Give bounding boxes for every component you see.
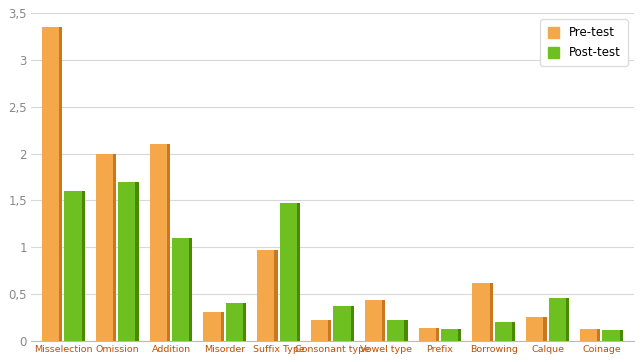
Bar — [566, 298, 569, 341]
Bar — [243, 303, 247, 341]
Bar — [118, 182, 139, 341]
Bar — [82, 191, 85, 341]
Bar — [473, 283, 493, 341]
Bar — [172, 238, 193, 341]
Bar — [59, 28, 62, 341]
Bar — [526, 317, 546, 341]
Bar — [441, 329, 462, 341]
Bar — [543, 317, 546, 341]
Bar — [257, 250, 277, 341]
Bar — [64, 191, 85, 341]
Bar — [135, 182, 139, 341]
Bar — [404, 320, 408, 341]
Bar — [204, 312, 224, 341]
Bar — [419, 328, 439, 341]
Bar — [495, 322, 516, 341]
Bar — [280, 203, 300, 341]
Bar — [42, 28, 62, 341]
Bar — [189, 238, 193, 341]
Bar — [221, 312, 224, 341]
Bar — [458, 329, 462, 341]
Bar — [580, 329, 600, 341]
Legend: Pre-test, Post-test: Pre-test, Post-test — [541, 19, 628, 67]
Bar — [274, 250, 277, 341]
Bar — [597, 329, 600, 341]
Bar — [365, 300, 385, 341]
Bar — [328, 320, 331, 341]
Bar — [351, 306, 354, 341]
Bar — [96, 153, 116, 341]
Bar — [150, 144, 170, 341]
Bar — [490, 283, 493, 341]
Bar — [436, 328, 439, 341]
Bar — [226, 303, 247, 341]
Bar — [620, 330, 623, 341]
Bar — [602, 330, 623, 341]
Bar — [311, 320, 331, 341]
Bar — [113, 153, 116, 341]
Bar — [387, 320, 408, 341]
Bar — [382, 300, 385, 341]
Bar — [167, 144, 170, 341]
Bar — [333, 306, 354, 341]
Bar — [549, 298, 569, 341]
Bar — [512, 322, 516, 341]
Bar — [297, 203, 300, 341]
